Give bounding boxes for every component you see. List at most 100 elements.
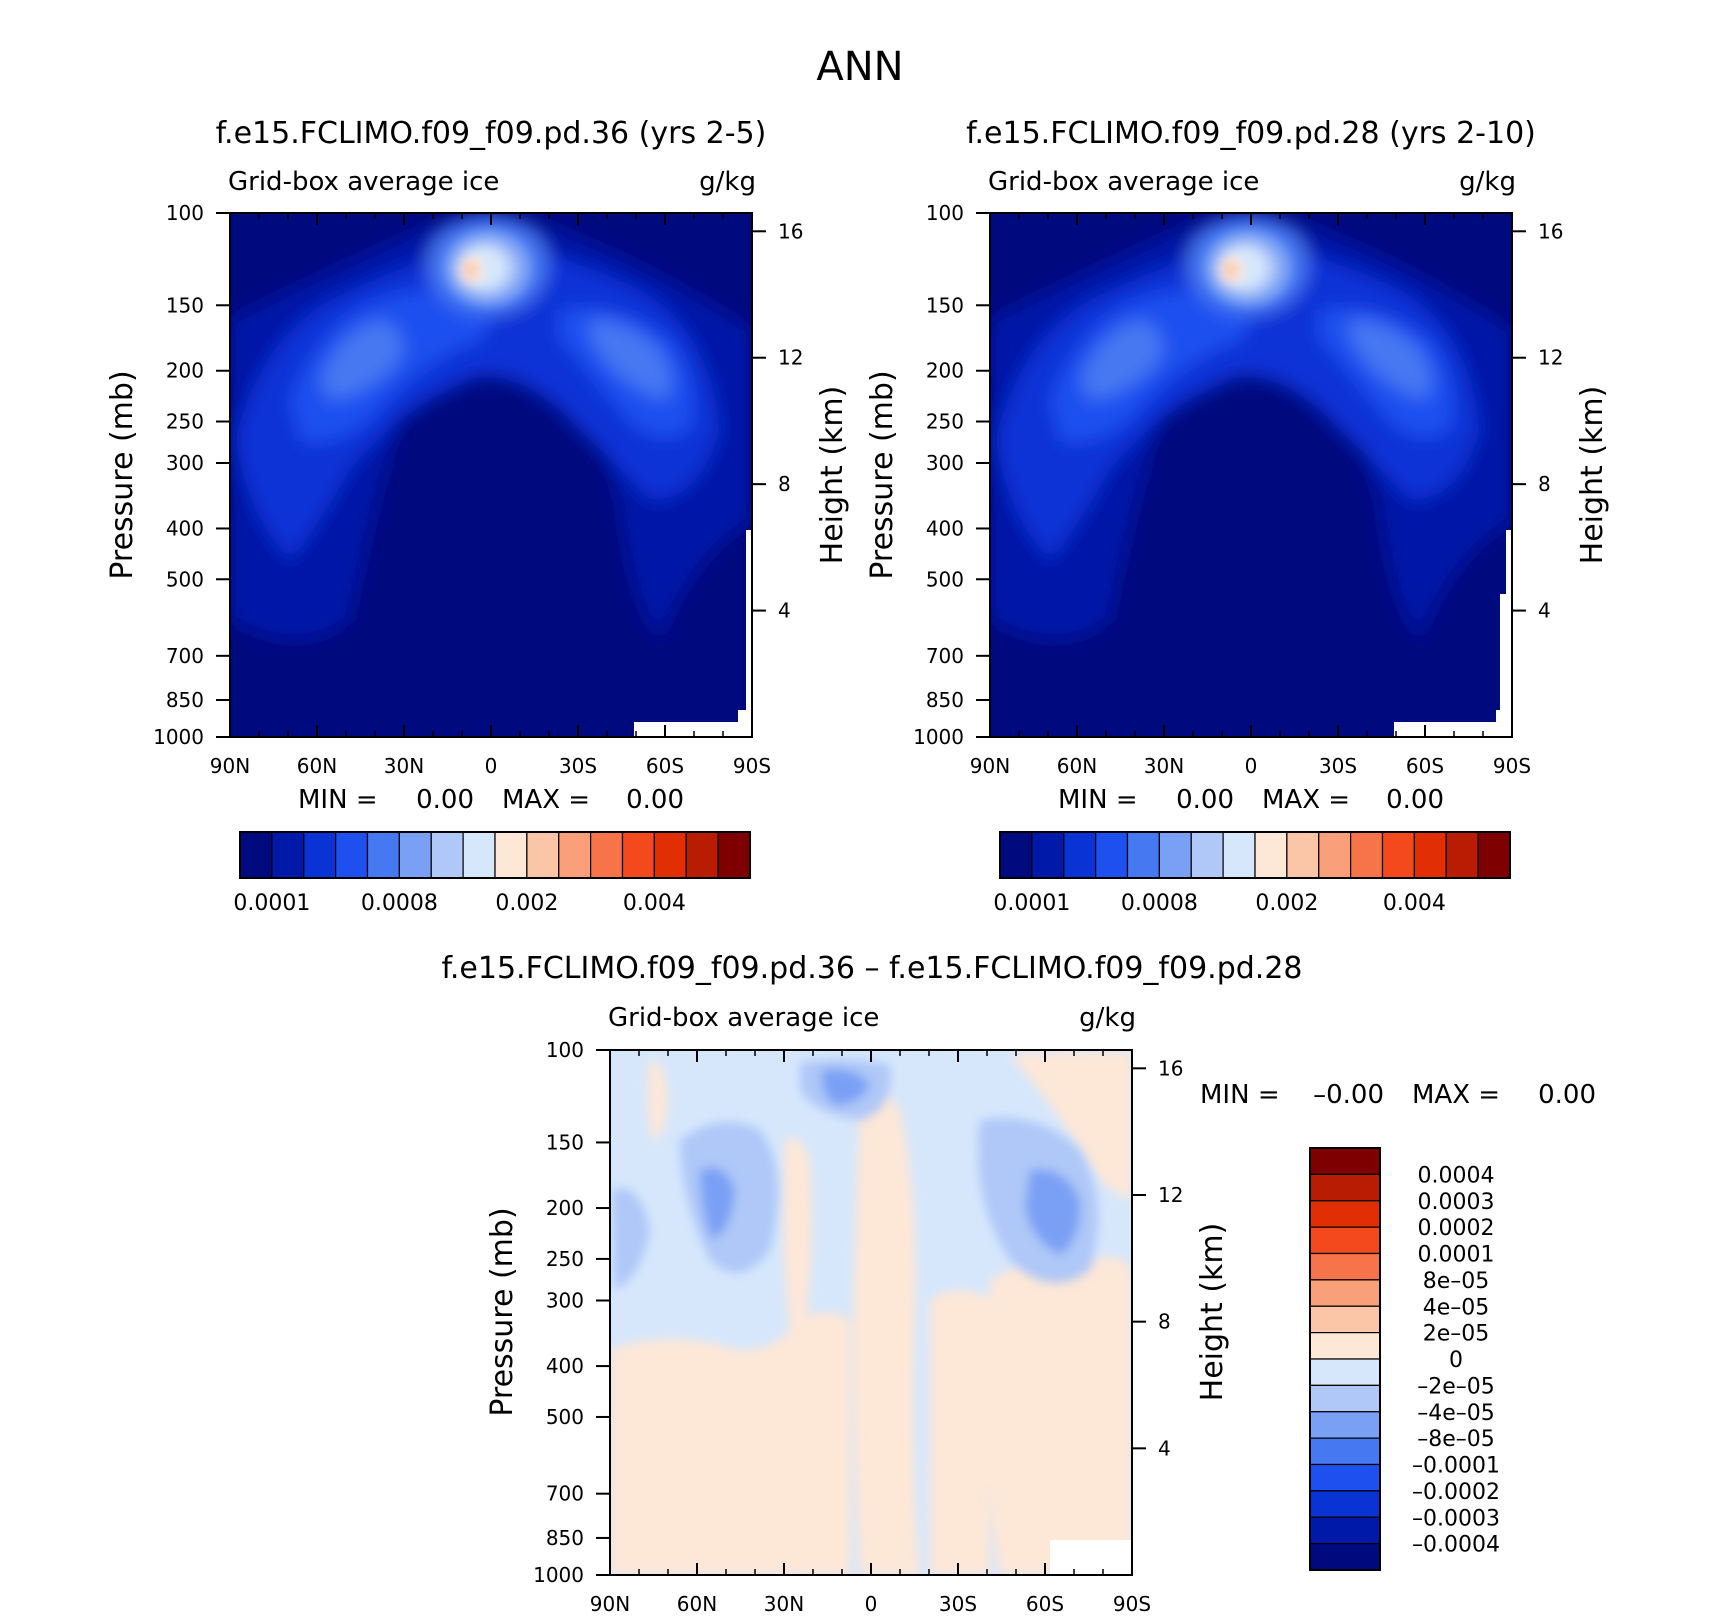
panel-3-xtick-label: 90N <box>590 1592 630 1616</box>
panel-2-ytick-label: 500 <box>926 567 964 591</box>
panel-3-positive-region-7 <box>930 1290 990 1575</box>
panel-1-xtick-label: 60S <box>646 754 684 778</box>
panel-3-colorbar-swatch <box>1309 1516 1381 1545</box>
panel-2: f.e15.FCLIMO.f09_f09.pd.28 (yrs 2-10) Gr… <box>865 116 1610 916</box>
panel-1-y2tick-label: 16 <box>778 219 803 243</box>
panel-3-min-value: –0.00 <box>1313 1080 1384 1110</box>
panel-1: f.e15.FCLIMO.f09_f09.pd.36 (yrs 2-5) Gri… <box>105 116 850 916</box>
panel-3-colorbar-label: –0.0001 <box>1412 1454 1500 1479</box>
panel-3-colorbar-label: 0.0004 <box>1418 1163 1495 1188</box>
panel-1-min-label: MIN = <box>298 785 378 815</box>
panel-2-y2tick-label: 12 <box>1538 346 1563 370</box>
panel-3-colorbar-label: 0.0001 <box>1418 1243 1495 1268</box>
panel-3-negative-region-4 <box>612 1188 650 1290</box>
panel-3-colorbar-swatch <box>1309 1279 1381 1307</box>
panel-1-colorbar-label: 0.002 <box>495 891 558 916</box>
panel-3-colorbar-swatch <box>1309 1226 1381 1255</box>
panel-3-colorbar: 0.00040.00030.00020.00018e–054e–052e–050… <box>1309 1147 1500 1571</box>
panel-2-colorbar-swatch <box>1190 831 1224 879</box>
panel-2-core <box>1204 230 1292 306</box>
panel-3-colorbar-label: –0.0004 <box>1412 1533 1500 1558</box>
panel-1-colorbar-swatch <box>430 831 464 879</box>
panel-2-colorbar-swatch <box>1158 831 1192 879</box>
panel-1-y2tick-label: 8 <box>778 472 791 496</box>
panel-3-y2tick-label: 16 <box>1158 1056 1183 1080</box>
panel-2-xtick-label: 90S <box>1493 754 1531 778</box>
panel-1-colorbar-swatch <box>558 831 592 879</box>
panel-1-ytick-label: 1000 <box>153 725 204 749</box>
panel-1-ytick-label: 500 <box>166 567 204 591</box>
panel-2-xtick-label: 90N <box>970 754 1010 778</box>
panel-3-ytick-label: 850 <box>546 1526 584 1550</box>
panel-2-ytick-label: 850 <box>926 688 964 712</box>
panel-3-colorbar-label: 8e–05 <box>1423 1269 1490 1294</box>
panel-3-field <box>610 1050 1132 1575</box>
panel-1-max-label: MAX = <box>502 785 590 815</box>
panel-2-colorbar: 0.0001 0.0008 0.002 0.004 <box>993 831 1511 916</box>
panel-1-field <box>230 213 752 737</box>
panel-1-xtick-label: 30N <box>384 754 424 778</box>
panel-3-xtick-label: 30N <box>764 1592 804 1616</box>
panel-1-colorbar-label: 0.0001 <box>233 891 310 916</box>
panel-2-xtick-label: 60S <box>1406 754 1444 778</box>
panel-2-colorbar-swatch <box>1222 831 1256 879</box>
panel-3-colorbar-swatch <box>1309 1305 1381 1334</box>
panel-3-colorbar-swatch <box>1309 1384 1381 1413</box>
panel-2-missing-data <box>1394 530 1512 737</box>
panel-3-colorbar-label: –0.0002 <box>1412 1480 1500 1505</box>
panel-3-colorbar-label: 0 <box>1449 1348 1463 1373</box>
panel-2-ytick-label: 300 <box>926 451 964 475</box>
panel-3-colorbar-swatch <box>1309 1173 1381 1202</box>
panel-3-ytick-label: 700 <box>546 1482 584 1506</box>
panel-3-colorbar-label: –2e–05 <box>1417 1374 1495 1399</box>
panel-3-ytick-label: 100 <box>546 1038 584 1062</box>
panel-1-y-axis: 100 150 200 250 300 400 500 700 850 1000 16 12 8 4 <box>153 201 803 749</box>
panel-1-colorbar: 0.0001 0.0008 0.002 0.004 <box>233 831 751 916</box>
panel-1-ytick-label: 150 <box>166 293 204 317</box>
panel-3-negative-region-6 <box>1025 1169 1081 1255</box>
panel-1-min-value: 0.00 <box>416 785 474 815</box>
panel-2-ytick-label: 150 <box>926 293 964 317</box>
panel-2-colorbar-swatch <box>999 831 1033 879</box>
panel-2-ytick-label: 1000 <box>913 725 964 749</box>
panel-2-ytick-label: 200 <box>926 359 964 383</box>
panel-1-ytick-label: 850 <box>166 688 204 712</box>
panel-2-max-value: 0.00 <box>1386 785 1444 815</box>
panel-3-colorbar-swatch <box>1309 1358 1381 1386</box>
panel-2-title: f.e15.FCLIMO.f09_f09.pd.28 (yrs 2-10) <box>966 116 1536 151</box>
panel-3-colorbar-label: 0.0003 <box>1418 1190 1495 1215</box>
panel-2-colorbar-swatch <box>1413 831 1447 879</box>
panel-3-positive-region-2 <box>986 1256 1132 1575</box>
panel-3-colorbar-swatch <box>1309 1463 1381 1492</box>
panel-3-variable: Grid-box average ice <box>608 1003 879 1033</box>
panel-3-ytick-label: 400 <box>546 1354 584 1378</box>
panel-3-colorbar-label: –0.0003 <box>1412 1506 1500 1531</box>
panel-1-colorbar-swatch <box>717 831 751 879</box>
panel-2-ytick-label: 700 <box>926 644 964 668</box>
panel-2-colorbar-label: 0.0008 <box>1121 891 1198 916</box>
panel-1-xtick-label: 90N <box>210 754 250 778</box>
panel-3-colorbar-label: 2e–05 <box>1423 1322 1490 1347</box>
panel-3-missing-data <box>1050 1540 1132 1575</box>
panel-3-title: f.e15.FCLIMO.f09_f09.pd.36 – f.e15.FCLIM… <box>441 951 1302 986</box>
panel-3-colorbar-swatch <box>1309 1543 1381 1571</box>
panel-3-units: g/kg <box>1079 1003 1136 1033</box>
panel-3-max-label: MAX = <box>1412 1080 1500 1110</box>
panel-2-colorbar-frame <box>999 831 1511 879</box>
panel-3-colorbar-swatch <box>1309 1490 1381 1518</box>
panel-2-colorbar-swatch <box>1254 831 1288 879</box>
panel-2-colorbar-swatch <box>1477 831 1511 879</box>
panel-3-xtick-label: 60S <box>1026 1592 1064 1616</box>
panel-3-ytick-label: 250 <box>546 1247 584 1271</box>
panel-1-xtick-label: 0 <box>485 754 498 778</box>
panel-1-colorbar-label: 0.004 <box>623 891 686 916</box>
panel-3-positive-region-3 <box>853 1087 920 1575</box>
panel-2-ytick-label: 100 <box>926 201 964 225</box>
panel-1-colorbar-swatch <box>398 831 432 879</box>
panel-2-colorbar-swatch <box>1286 831 1320 879</box>
panel-1-y2label: Height (km) <box>815 386 850 565</box>
panel-1-y2tick-label: 4 <box>778 599 791 623</box>
panel-1-max-value: 0.00 <box>626 785 684 815</box>
panel-2-ylabel: Pressure (mb) <box>865 370 900 579</box>
panel-3-colorbar-swatch <box>1309 1147 1381 1175</box>
